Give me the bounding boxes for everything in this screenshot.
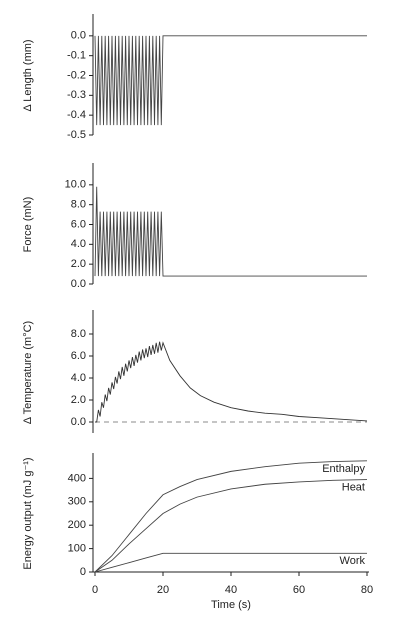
y-tick-label: 200	[68, 519, 86, 531]
y-tick-label: 2.0	[71, 258, 86, 270]
y-tick-label: 300	[68, 496, 86, 508]
y-tick-label: 2.0	[71, 394, 86, 406]
x-tick-label: 80	[361, 584, 373, 596]
y-tick-label: -0.4	[67, 109, 86, 121]
data-line	[94, 552, 367, 573]
y-tick-label: 100	[68, 543, 86, 555]
y-tick-label: 4.0	[71, 372, 86, 384]
y-tick-label: 4.0	[71, 238, 86, 250]
y-tick-label: -0.1	[67, 50, 86, 62]
y-tick-label: 0.0	[71, 416, 86, 428]
data-line	[95, 341, 368, 423]
data-line	[94, 35, 367, 126]
x-axis-label: Time (s)	[211, 599, 251, 611]
y-tick-label: 8.0	[71, 328, 86, 340]
y-tick-label: 0.0	[71, 30, 86, 42]
y-tick-label: -0.2	[67, 69, 86, 81]
y-axis-label: Force (mN)	[22, 197, 34, 253]
y-tick-label: 6.0	[71, 350, 86, 362]
series-label: Heat	[342, 481, 365, 493]
y-axis-label: Δ Temperature (m°C)	[22, 321, 34, 424]
x-tick-label: 40	[225, 584, 237, 596]
y-axis-label: Energy output (mJ g⁻¹)	[22, 457, 34, 569]
y-tick-label: 10.0	[65, 179, 86, 191]
x-tick-label: 0	[92, 584, 98, 596]
x-tick-label: 60	[293, 584, 305, 596]
y-tick-label: 0.0	[71, 278, 86, 290]
y-tick-label: 0	[80, 566, 86, 578]
y-tick-label: 6.0	[71, 218, 86, 230]
y-tick-label: -0.3	[67, 89, 86, 101]
y-tick-label: 400	[68, 472, 86, 484]
y-tick-label: 8.0	[71, 199, 86, 211]
y-axis-label: Δ Length (mm)	[22, 39, 34, 111]
data-line	[94, 479, 368, 573]
y-tick-label: -0.5	[67, 129, 86, 141]
series-label: Enthalpy	[322, 463, 365, 475]
x-tick-label: 20	[157, 584, 169, 596]
data-line	[94, 460, 368, 573]
data-line	[94, 186, 367, 277]
series-label: Work	[340, 555, 366, 567]
